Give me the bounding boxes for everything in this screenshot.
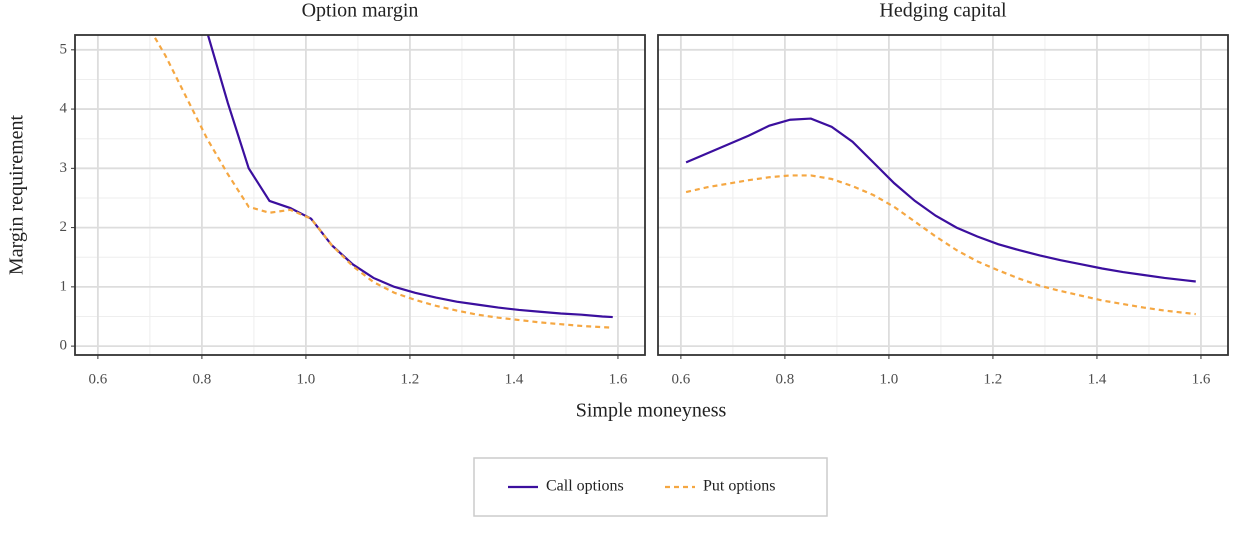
x-tick-label: 1.2 [984,371,1003,387]
line [685,117,1196,283]
panel-title: Hedging capital [879,0,1007,22]
line [685,174,1196,316]
x-tick-label: 0.8 [193,371,212,387]
x-tick-label: 0.6 [89,371,108,387]
line [206,35,613,319]
legend-label: Call options [546,478,624,495]
line [152,35,613,329]
legend-label: Put options [703,478,775,495]
y-axis-label: Margin requirement [6,114,28,275]
y-tick-label: 1 [60,278,68,294]
x-tick-label: 1.4 [1088,371,1107,387]
y-tick-label: 0 [60,338,68,354]
x-tick-label: 1.4 [505,371,524,387]
panel-title: Option margin [302,0,419,22]
x-tick-label: 0.8 [776,371,795,387]
y-tick-label: 4 [60,101,68,117]
x-tick-label: 1.6 [609,371,628,387]
panel-border [74,34,646,356]
y-tick-label: 5 [60,41,68,57]
x-tick-label: 1.0 [880,371,899,387]
x-tick-label: 0.6 [672,371,691,387]
x-tick-label: 1.0 [297,371,316,387]
x-axis-label: Simple moneyness [576,400,727,422]
y-tick-label: 2 [60,219,68,235]
panel-border [657,34,1229,356]
y-tick-label: 3 [60,160,68,176]
x-tick-label: 1.6 [1192,371,1211,387]
x-tick-label: 1.2 [401,371,420,387]
